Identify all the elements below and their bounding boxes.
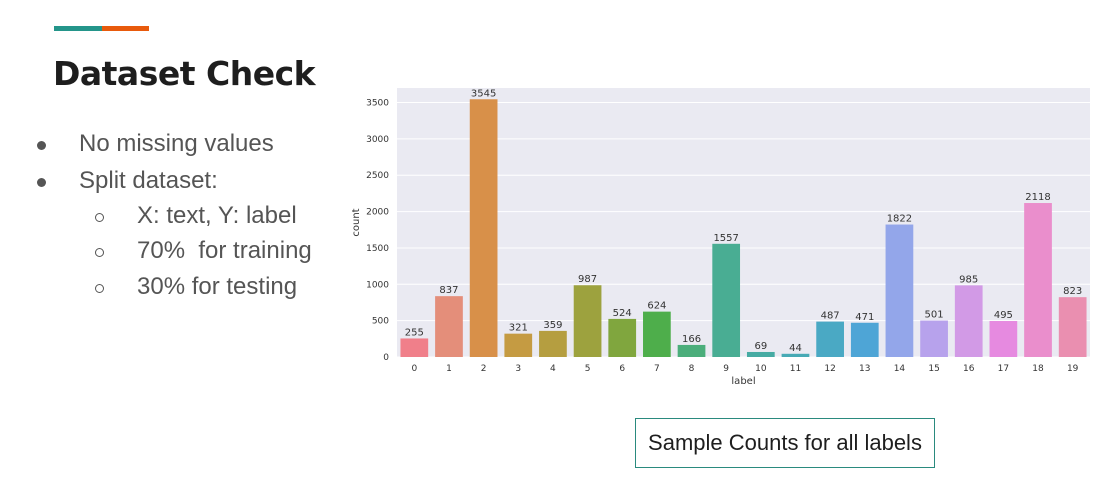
bar-data-label: 487 <box>821 311 840 322</box>
slide-title: Dataset Check <box>53 54 316 93</box>
bar <box>469 99 498 357</box>
sub-bullet-xy: X: text, Y: label <box>95 202 297 230</box>
sub-bullet-text: X: text, Y: label <box>137 202 297 229</box>
sub-bullet-ring-icon <box>95 284 104 293</box>
y-tick-label: 1000 <box>366 280 389 290</box>
chart-caption-box: Sample Counts for all labels <box>635 418 935 468</box>
x-tick-label: 19 <box>1067 364 1079 374</box>
x-tick-label: 18 <box>1032 364 1044 374</box>
bar-data-label: 495 <box>994 310 1013 321</box>
bar-data-label: 359 <box>543 320 562 331</box>
x-tick-label: 9 <box>723 364 729 374</box>
bullet-dot-icon <box>37 141 46 150</box>
bullet-no-missing: No missing values <box>37 130 274 158</box>
y-tick-label: 1500 <box>366 244 389 254</box>
bar-data-label: 985 <box>959 274 978 285</box>
bar-data-label: 166 <box>682 334 701 345</box>
bar-data-label: 255 <box>405 327 424 338</box>
x-tick-label: 16 <box>963 364 975 374</box>
x-tick-label: 8 <box>689 364 695 374</box>
bar-data-label: 44 <box>789 343 802 354</box>
bar-data-label: 524 <box>613 308 632 319</box>
x-tick-label: 0 <box>411 364 417 374</box>
sub-bullet-ring-icon <box>95 213 104 222</box>
bullet-split-dataset: Split dataset: <box>37 167 218 195</box>
bar-data-label: 321 <box>509 323 528 334</box>
bar <box>643 311 671 357</box>
bar <box>504 333 533 357</box>
x-tick-label: 6 <box>619 364 625 374</box>
bar <box>885 224 914 357</box>
bar <box>816 321 844 357</box>
bar <box>781 353 810 357</box>
chart-caption: Sample Counts for all labels <box>648 430 922 455</box>
bar <box>677 344 706 357</box>
bar-data-label: 69 <box>754 341 767 352</box>
x-axis-label: label <box>731 376 755 387</box>
x-tick-label: 7 <box>654 364 660 374</box>
x-tick-label: 12 <box>824 364 835 374</box>
bar <box>850 322 879 357</box>
x-tick-label: 14 <box>894 364 906 374</box>
bar <box>608 318 637 357</box>
bullet-text: Split dataset: <box>79 167 218 194</box>
bar <box>1024 203 1052 357</box>
bar-data-label: 501 <box>925 310 944 321</box>
x-tick-label: 2 <box>481 364 487 374</box>
bar <box>1058 297 1087 357</box>
x-tick-label: 11 <box>790 364 801 374</box>
y-tick-label: 500 <box>372 317 389 327</box>
bar-data-label: 1557 <box>713 233 738 244</box>
bar <box>746 351 775 357</box>
bar <box>954 285 983 357</box>
label-count-bar-chart: 0500100015002000250030003500255083713545… <box>351 88 1090 387</box>
bar-data-label: 624 <box>647 301 666 312</box>
x-tick-label: 5 <box>585 364 591 374</box>
y-tick-label: 0 <box>383 353 389 363</box>
y-tick-label: 2500 <box>366 171 389 181</box>
y-tick-label: 3000 <box>366 135 389 145</box>
bar <box>435 296 463 357</box>
bar <box>920 320 948 357</box>
bar-data-label: 471 <box>855 312 874 323</box>
bullet-text: No missing values <box>79 130 274 157</box>
y-tick-label: 3500 <box>366 99 389 109</box>
bar <box>989 321 1018 357</box>
x-tick-label: 3 <box>515 364 521 374</box>
bar-data-label: 823 <box>1063 286 1082 297</box>
bar <box>712 243 741 357</box>
bar-data-label: 837 <box>439 285 458 296</box>
sub-bullet-text: 30% for testing <box>137 273 298 300</box>
x-tick-label: 13 <box>859 364 870 374</box>
sub-bullet-text: 70% for training <box>137 237 312 264</box>
sub-bullet-testing: 30% for testing <box>95 273 298 301</box>
bar <box>400 338 429 357</box>
bar <box>539 330 567 357</box>
y-axis-label: count <box>351 208 362 236</box>
x-tick-label: 1 <box>446 364 452 374</box>
bar-data-label: 3545 <box>471 88 496 99</box>
sub-bullet-training: 70% for training <box>95 237 312 265</box>
title-accent-orange <box>102 26 149 31</box>
x-tick-label: 10 <box>755 364 767 374</box>
title-accent-teal <box>54 26 102 31</box>
plot-area <box>397 88 1090 357</box>
sub-bullet-ring-icon <box>95 248 104 257</box>
bar-data-label: 1822 <box>887 214 912 225</box>
x-tick-label: 4 <box>550 364 556 374</box>
bullet-dot-icon <box>37 178 46 187</box>
x-tick-label: 15 <box>928 364 939 374</box>
x-tick-label: 17 <box>998 364 1009 374</box>
y-tick-label: 2000 <box>366 208 389 218</box>
bar-data-label: 987 <box>578 274 597 285</box>
bar-data-label: 2118 <box>1025 192 1050 203</box>
bar <box>573 285 602 357</box>
